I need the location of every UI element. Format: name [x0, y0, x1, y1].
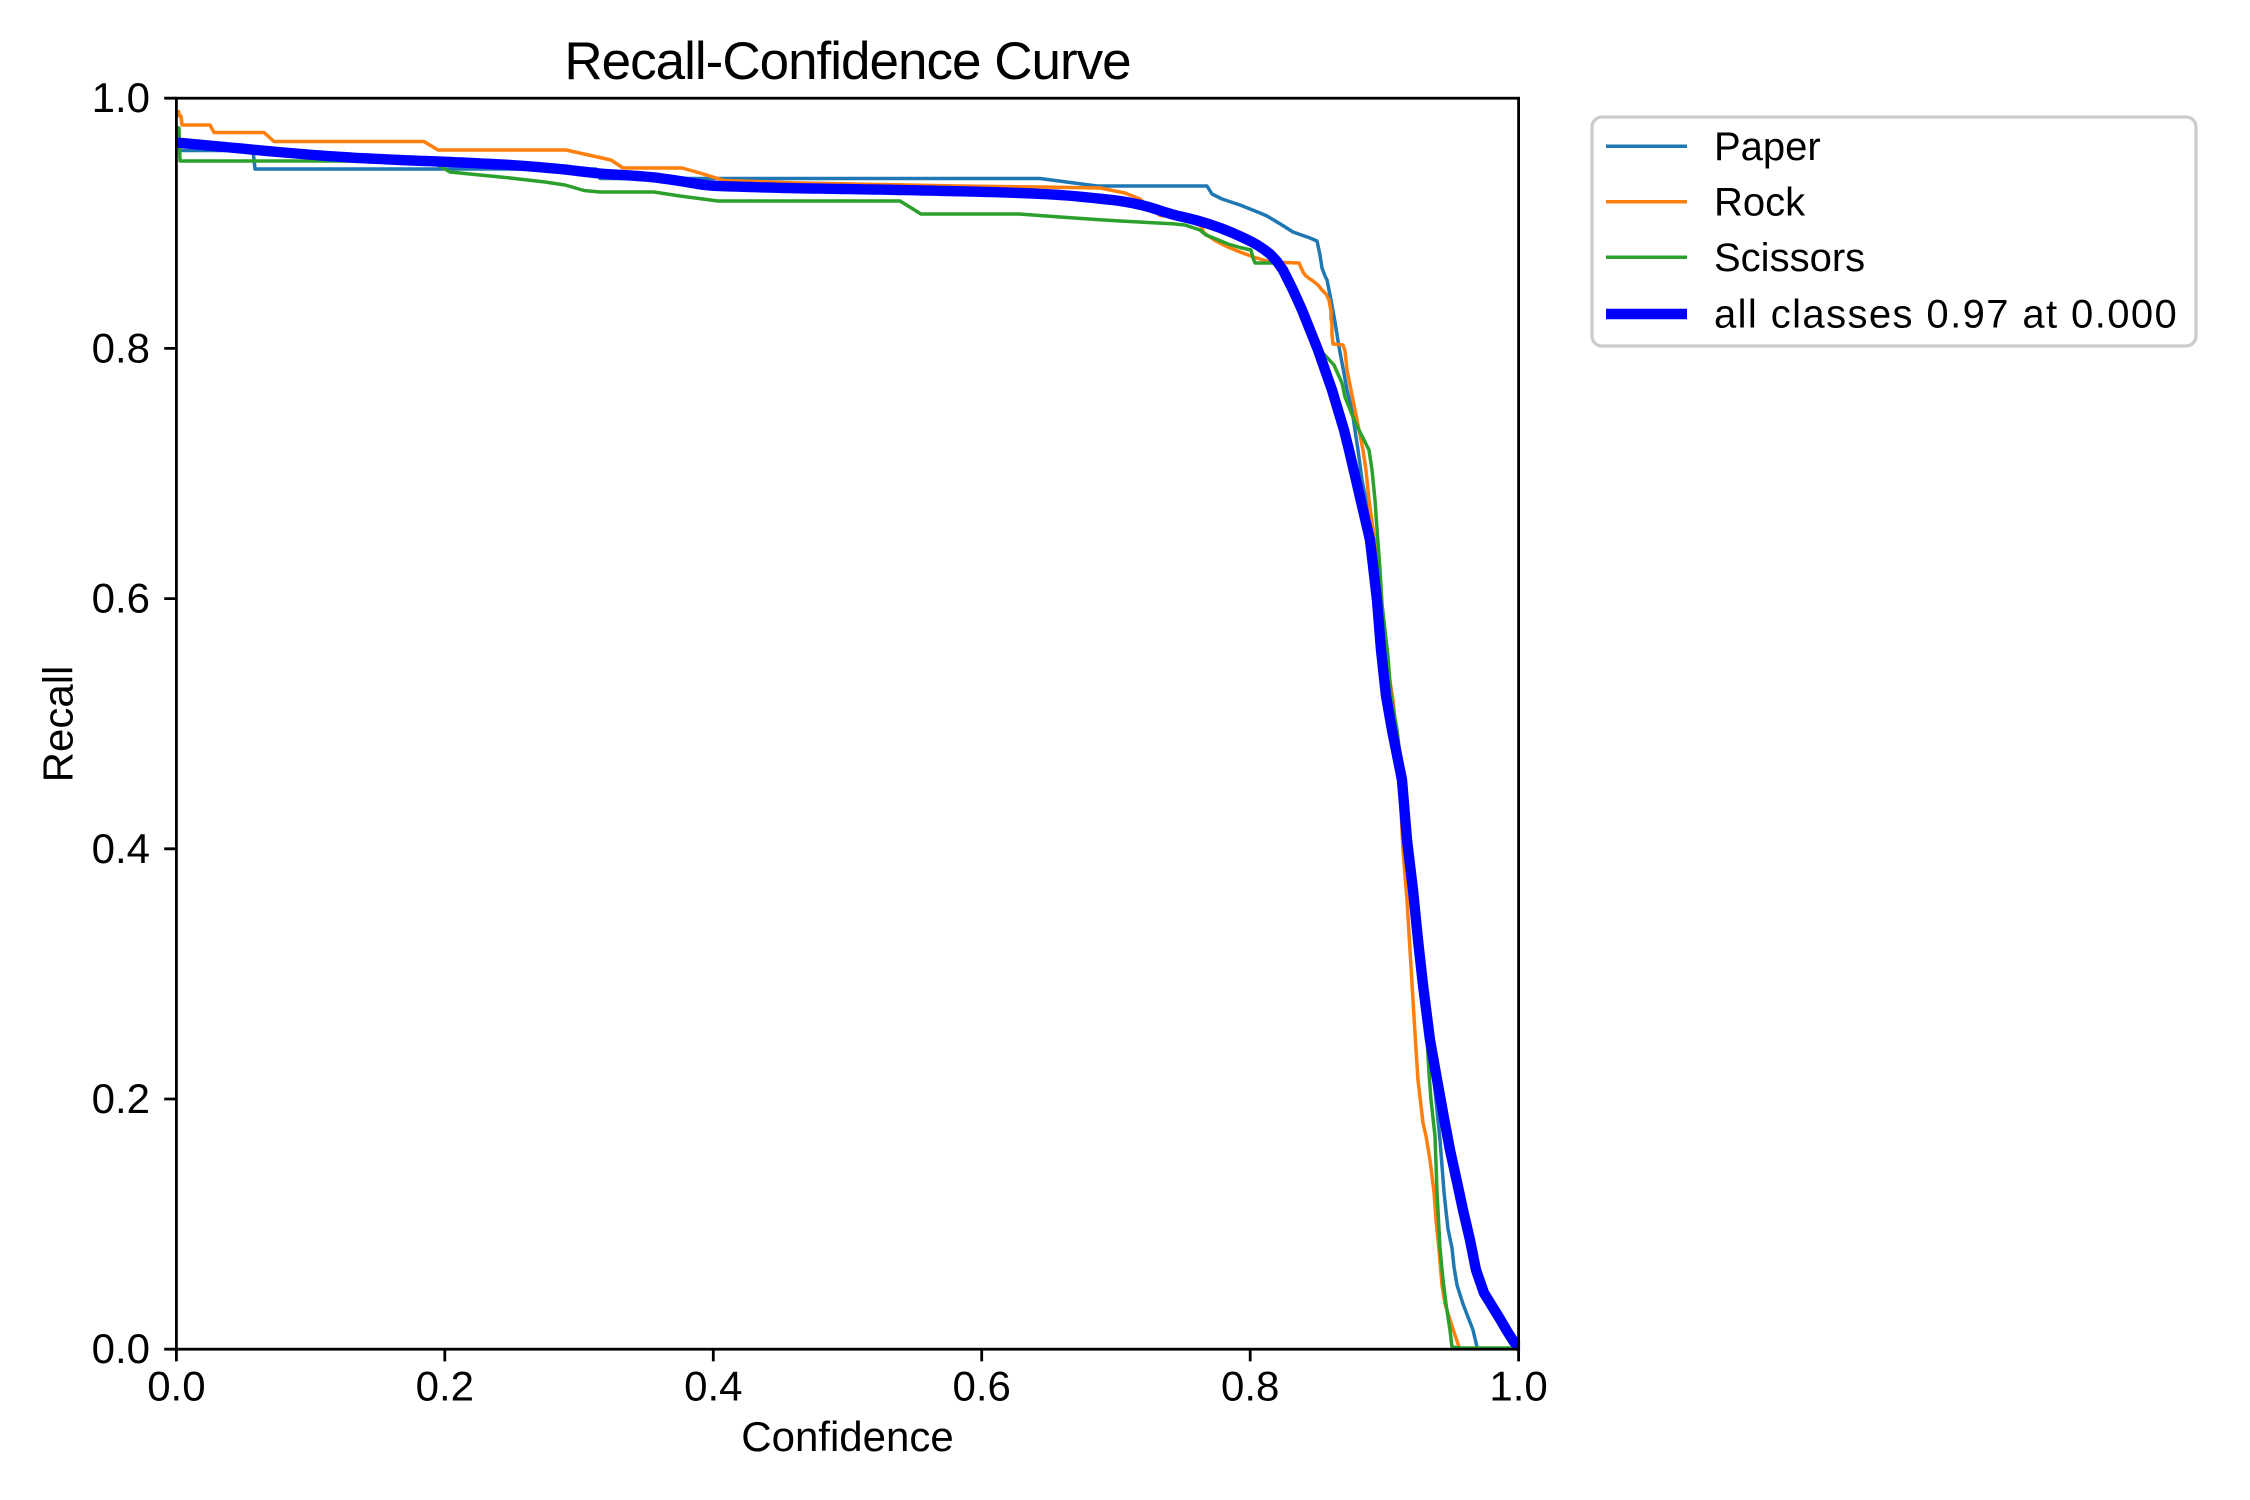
- svg-text:0.0: 0.0: [147, 1363, 205, 1410]
- svg-text:Paper: Paper: [1714, 125, 1821, 169]
- svg-text:0.2: 0.2: [92, 1075, 150, 1122]
- svg-text:0.6: 0.6: [953, 1363, 1011, 1410]
- svg-text:1.0: 1.0: [92, 74, 150, 121]
- svg-text:0.4: 0.4: [92, 825, 150, 872]
- svg-text:Recall-Confidence Curve: Recall-Confidence Curve: [564, 32, 1130, 91]
- svg-text:Scissors: Scissors: [1714, 236, 1865, 280]
- svg-text:Confidence: Confidence: [741, 1413, 953, 1460]
- svg-text:0.8: 0.8: [1221, 1363, 1279, 1410]
- svg-text:1.0: 1.0: [1489, 1363, 1547, 1410]
- svg-text:0.0: 0.0: [92, 1325, 150, 1372]
- svg-text:0.6: 0.6: [92, 575, 150, 622]
- svg-text:Rock: Rock: [1714, 180, 1806, 224]
- svg-text:0.2: 0.2: [416, 1363, 474, 1410]
- svg-text:Recall: Recall: [35, 666, 82, 783]
- svg-text:0.4: 0.4: [684, 1363, 742, 1410]
- svg-text:0.8: 0.8: [92, 324, 150, 371]
- svg-text:all classes 0.97 at 0.000: all classes 0.97 at 0.000: [1714, 293, 2178, 337]
